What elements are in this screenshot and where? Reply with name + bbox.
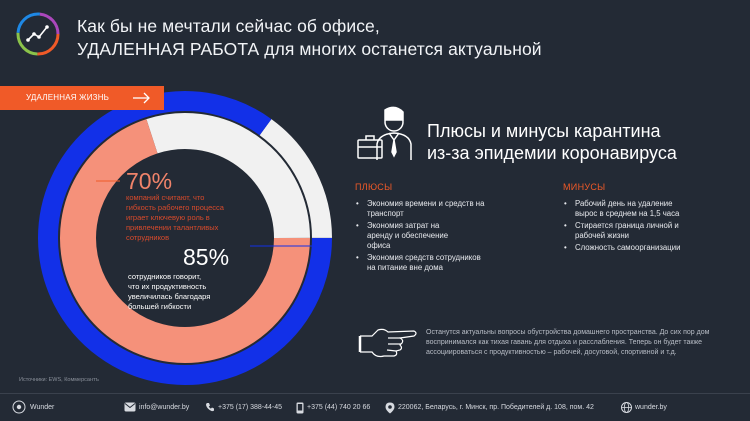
pros-list: Экономия времени и средств на транспорт … (355, 199, 535, 275)
footer-phone2[interactable]: +375 (44) 740 20 66 (307, 404, 371, 411)
inner-stat-value: 70% (126, 168, 173, 194)
cons-item: Рабочий день на удаление вырос в среднем… (563, 199, 733, 219)
chart-logo-icon (16, 12, 60, 56)
outer-ring-rest-segment (259, 119, 332, 239)
mobile-icon (296, 402, 304, 414)
pros-item: Экономия времени и средств на транспорт (355, 199, 535, 219)
cons-item: Сложность самоорганизации (563, 243, 733, 253)
cons-list: Рабочий день на удаление вырос в среднем… (563, 199, 733, 255)
donut-center (97, 150, 273, 326)
source-note: Источники: EWS, Коммерсантъ (19, 377, 99, 383)
footer-phone1[interactable]: +375 (17) 388-44-45 (218, 404, 283, 411)
panel-title-line2: из-за эпидемии коронавируса (427, 143, 677, 163)
inner-ring-rest-segment (146, 113, 310, 239)
brand-logo-icon (12, 400, 26, 414)
mail-icon (124, 402, 136, 412)
ribbon-label: УДАЛЕННАЯ ЖИЗНЬ (26, 93, 110, 102)
footer-address: 220062, Беларусь, г. Минск, пр. Победите… (398, 404, 594, 411)
outer-stat-text: сотрудников говорит, что их продуктивнос… (128, 272, 211, 311)
footer-divider (0, 393, 750, 394)
pros-item: Экономия средств сотрудников на питание … (355, 253, 535, 273)
pointing-hand-icon (358, 328, 417, 358)
phone-icon (206, 403, 214, 412)
section-ribbon: УДАЛЕННАЯ ЖИЗНЬ (0, 86, 164, 110)
location-icon (385, 402, 395, 414)
footer-brand: Wunder (30, 404, 55, 411)
arrow-right-icon (133, 92, 150, 104)
pros-item: Экономия затрат на аренду и обеспечение … (355, 221, 535, 251)
panel-title-line1: Плюсы и минусы карантина (427, 121, 661, 141)
cons-item: Стирается граница личной и рабочей жизни (563, 221, 733, 241)
inner-stat-text: компаний считают, что гибкость рабочего … (126, 193, 224, 242)
cons-heading: МИНУСЫ (563, 182, 606, 192)
footer: Wunder info@wunder.by +375 (17) 388-44-4… (0, 394, 750, 421)
pros-heading: ПЛЮСЫ (355, 182, 393, 192)
footer-email[interactable]: info@wunder.by (139, 404, 190, 411)
page-title-line2: УДАЛЕННАЯ РАБОТА для многих останется ак… (77, 39, 542, 59)
outer-stat-value: 85% (183, 244, 230, 270)
note-text: Останутся актуальны вопросы обустройства… (426, 329, 710, 356)
globe-icon (621, 402, 632, 413)
page-title-line1: Как бы не мечтали сейчас об офисе, (77, 16, 380, 36)
footer-site[interactable]: wunder.by (635, 404, 667, 411)
businessman-icon (357, 106, 412, 160)
donut-chart (38, 90, 332, 385)
inner-ring-value-segment (60, 119, 310, 363)
header: Как бы не мечтали сейчас об офисе, УДАЛЕ… (0, 0, 750, 75)
